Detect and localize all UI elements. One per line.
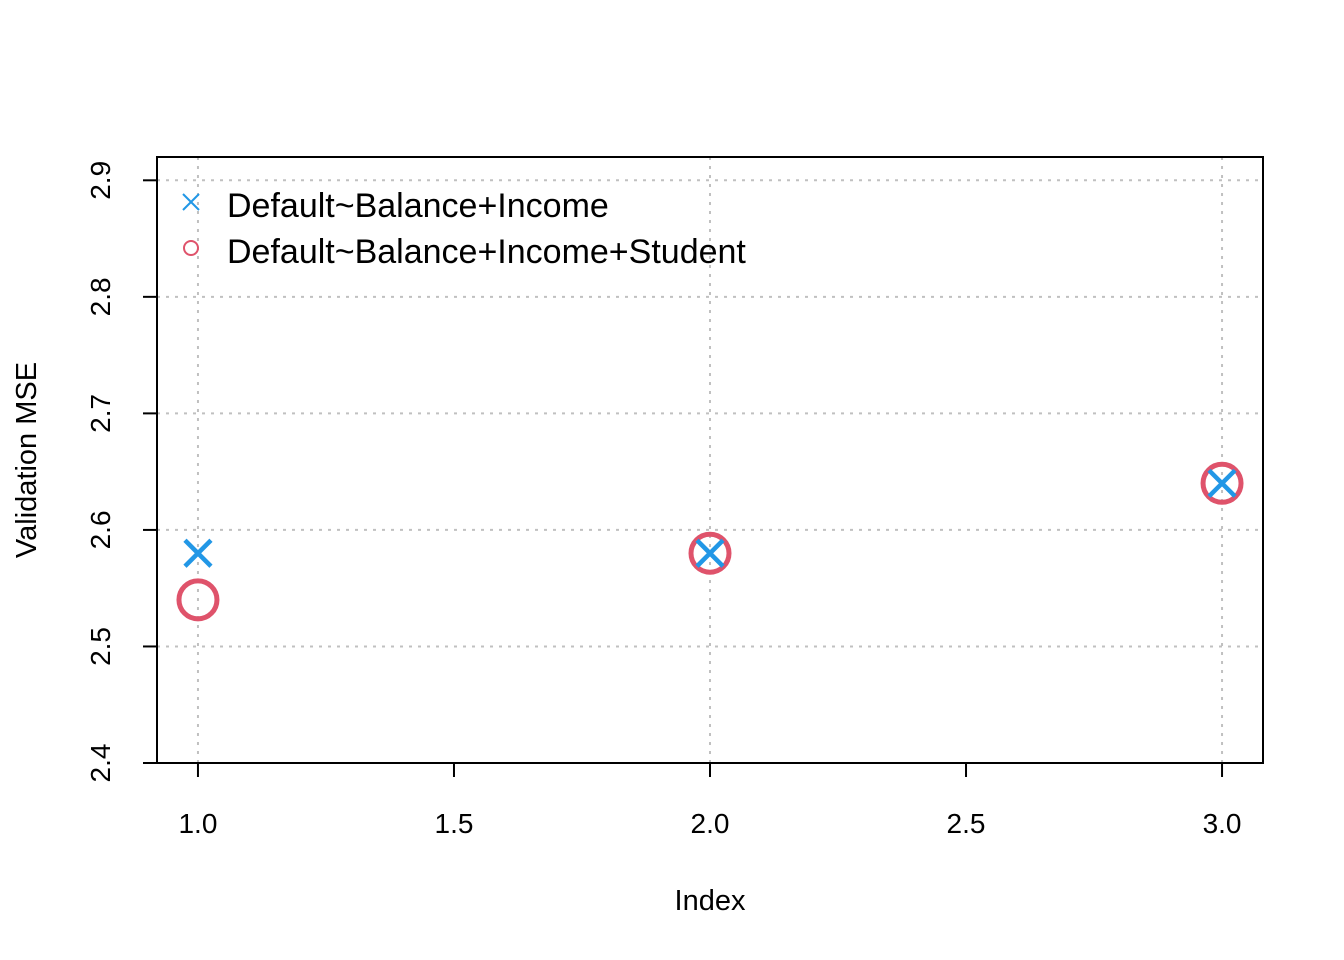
legend-marker-cross <box>182 193 200 211</box>
legend-marker-circle <box>183 240 199 256</box>
grid-lines <box>157 157 1263 764</box>
plot-frame <box>156 156 1264 764</box>
y-axis-title: Validation MSE <box>11 362 43 558</box>
data-point-cross <box>183 538 213 568</box>
y-tick-label: 2.7 <box>85 394 116 433</box>
x-tick-label: 2.0 <box>691 808 730 839</box>
data-point-cross <box>695 538 725 568</box>
x-axis-title: Index <box>675 885 746 917</box>
legend-label: Default~Balance+Income <box>227 187 609 225</box>
y-tick-label: 2.5 <box>85 627 116 666</box>
data-point-circle <box>176 578 220 622</box>
data-point-circle <box>688 531 732 575</box>
x-tick-label: 1.0 <box>178 808 217 839</box>
y-tick-label: 2.8 <box>85 277 116 316</box>
x-axis: 1.0 1.5 2.0 2.5 3.0 <box>178 763 1242 839</box>
data-points <box>176 461 1244 622</box>
legend-label: Default~Balance+Income+Student <box>227 233 746 271</box>
x-tick-label: 1.5 <box>435 808 474 839</box>
legend: Default~Balance+Income Default~Balance+I… <box>182 187 746 271</box>
legend-cross-icon <box>182 193 200 211</box>
y-tick-label: 2.9 <box>85 161 116 200</box>
x-tick-label: 2.5 <box>947 808 986 839</box>
y-tick-label: 2.4 <box>85 744 116 783</box>
data-point-cross <box>1207 468 1237 498</box>
data-point-circle <box>1200 461 1244 505</box>
legend-circle-icon <box>183 240 199 256</box>
y-tick-label: 2.6 <box>85 510 116 549</box>
x-tick-label: 3.0 <box>1203 808 1242 839</box>
y-axis: 2.4 2.5 2.6 2.7 2.8 2.9 <box>85 161 157 783</box>
